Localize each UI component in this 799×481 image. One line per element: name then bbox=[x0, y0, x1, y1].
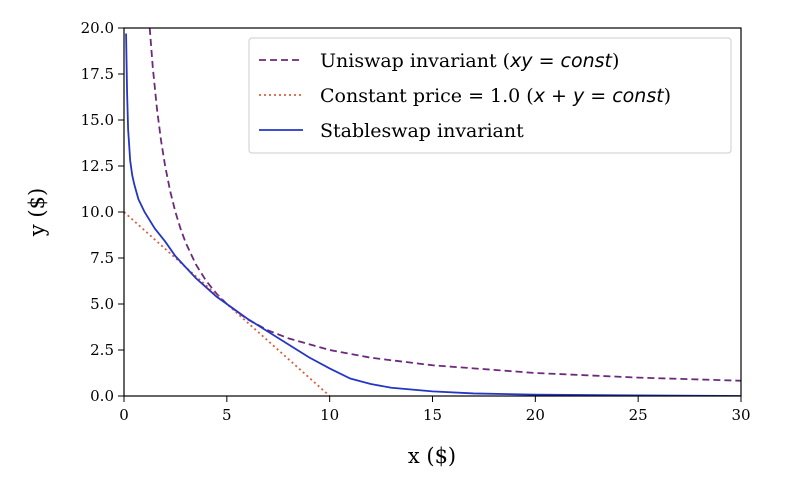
x-tick-label: 10 bbox=[320, 406, 339, 424]
x-tick-label: 5 bbox=[222, 406, 232, 424]
y-tick-label: 15.0 bbox=[81, 111, 114, 129]
series-layer bbox=[124, 28, 741, 396]
x-axis: 0 5 10 15 20 25 30 bbox=[119, 396, 751, 424]
y-axis: 0.0 2.5 5.0 7.5 10.0 12.5 15.0 17.5 20.0 bbox=[81, 19, 124, 405]
y-tick-label: 5.0 bbox=[90, 295, 114, 313]
y-tick-label: 0.0 bbox=[90, 387, 114, 405]
x-axis-title: x ($) bbox=[408, 444, 456, 468]
y-tick-label: 7.5 bbox=[90, 249, 114, 267]
y-axis-title: y ($) bbox=[25, 188, 49, 237]
legend-label-1: Constant price = 1.0 (x + y = const) bbox=[320, 85, 671, 107]
series-line-2 bbox=[125, 33, 741, 396]
legend-box bbox=[248, 37, 732, 154]
x-tick-label: 0 bbox=[119, 406, 129, 424]
legend: Uniswap invariant (xy = const) Constant p… bbox=[248, 37, 732, 154]
y-tick-label: 20.0 bbox=[81, 19, 114, 37]
y-tick-label: 2.5 bbox=[90, 341, 114, 359]
series-line-0 bbox=[148, 28, 741, 382]
y-tick-label: 17.5 bbox=[81, 65, 114, 83]
legend-label-0: Uniswap invariant (xy = const) bbox=[320, 50, 619, 72]
x-tick-label: 15 bbox=[423, 406, 442, 424]
y-tick-label: 10.0 bbox=[81, 203, 114, 221]
y-tick-label: 12.5 bbox=[81, 157, 114, 175]
x-tick-label: 20 bbox=[526, 406, 545, 424]
x-tick-label: 25 bbox=[629, 406, 648, 424]
series-line-1 bbox=[124, 211, 331, 396]
legend-label-2: Stableswap invariant bbox=[320, 120, 524, 142]
x-tick-label: 30 bbox=[731, 406, 750, 424]
